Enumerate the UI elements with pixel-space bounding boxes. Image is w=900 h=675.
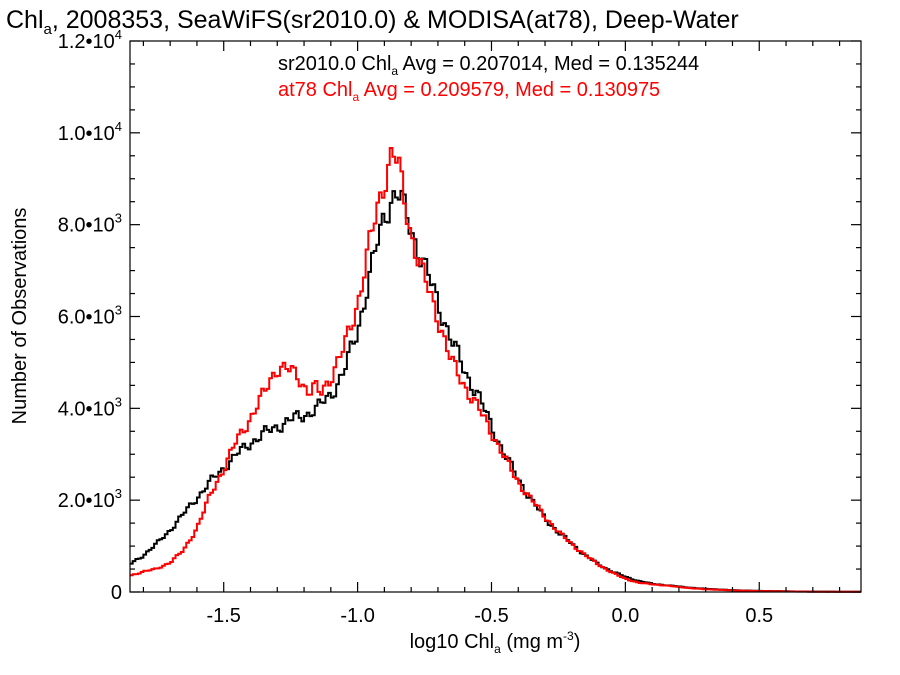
y-tick-label: 0 [111,582,122,604]
x-axis-label-pre: log10 Chl [410,631,495,653]
x-axis-label: log10 Chla (mg m-3) [410,629,581,656]
legend-black-post: Avg = 0.207014, Med = 0.135244 [398,53,699,75]
chart-title: Chla, 2008353, SeaWiFS(sr2010.0) & MODIS… [6,6,739,38]
y-tick-label: 1.2•104 [58,27,122,53]
y-tick-label: 2.0•103 [58,486,122,512]
x-axis-label-sub: a [494,642,501,656]
y-tick-labels: 0 2.0•103 4.0•103 6.0•103 8.0•103 1.0•104 1.2•… [58,27,122,604]
legend-black-pre: sr2010.0 Chl [278,53,391,75]
legend-black: sr2010.0 Chla Avg = 0.207014, Med = 0.13… [278,53,699,78]
series-layer [130,147,861,593]
chart-title-rest: , 2008353, SeaWiFS(sr2010.0) & MODISA(at… [52,6,739,34]
y-tick-label: 4.0•103 [58,394,122,420]
plot-frame [129,40,862,593]
legend-red-sub: a [353,90,360,104]
ticks-layer [130,40,861,593]
x-tick-labels: -1.5 -1.0 -0.5 0.0 0.5 [206,605,773,627]
chart-title-main: Chl [6,6,44,34]
legend-red: at78 Chla Avg = 0.209579, Med = 0.130975 [278,79,660,104]
x-axis-label-post: (mg m [501,631,563,653]
x-tick-label: -1.0 [340,605,374,627]
legend-black-sub: a [391,64,398,78]
y-tick-label: 8.0•103 [58,211,122,237]
legend-red-post: Avg = 0.209579, Med = 0.130975 [359,79,660,101]
series-line-red [130,147,861,593]
y-axis-label: Number of Observations [9,208,31,425]
x-tick-label: 0.0 [611,605,639,627]
y-tick-label: 6.0•103 [58,303,122,329]
chart-title-sub: a [44,21,53,38]
y-tick-label: 1.0•104 [58,119,122,145]
x-tick-label: 0.5 [745,605,773,627]
x-tick-label: -1.5 [206,605,240,627]
x-tick-label: -0.5 [474,605,508,627]
x-axis-label-end: ) [574,631,581,653]
x-axis-label-sup: -3 [563,629,574,643]
legend-red-pre: at78 Chl [278,79,353,101]
series-line-black [130,189,861,593]
